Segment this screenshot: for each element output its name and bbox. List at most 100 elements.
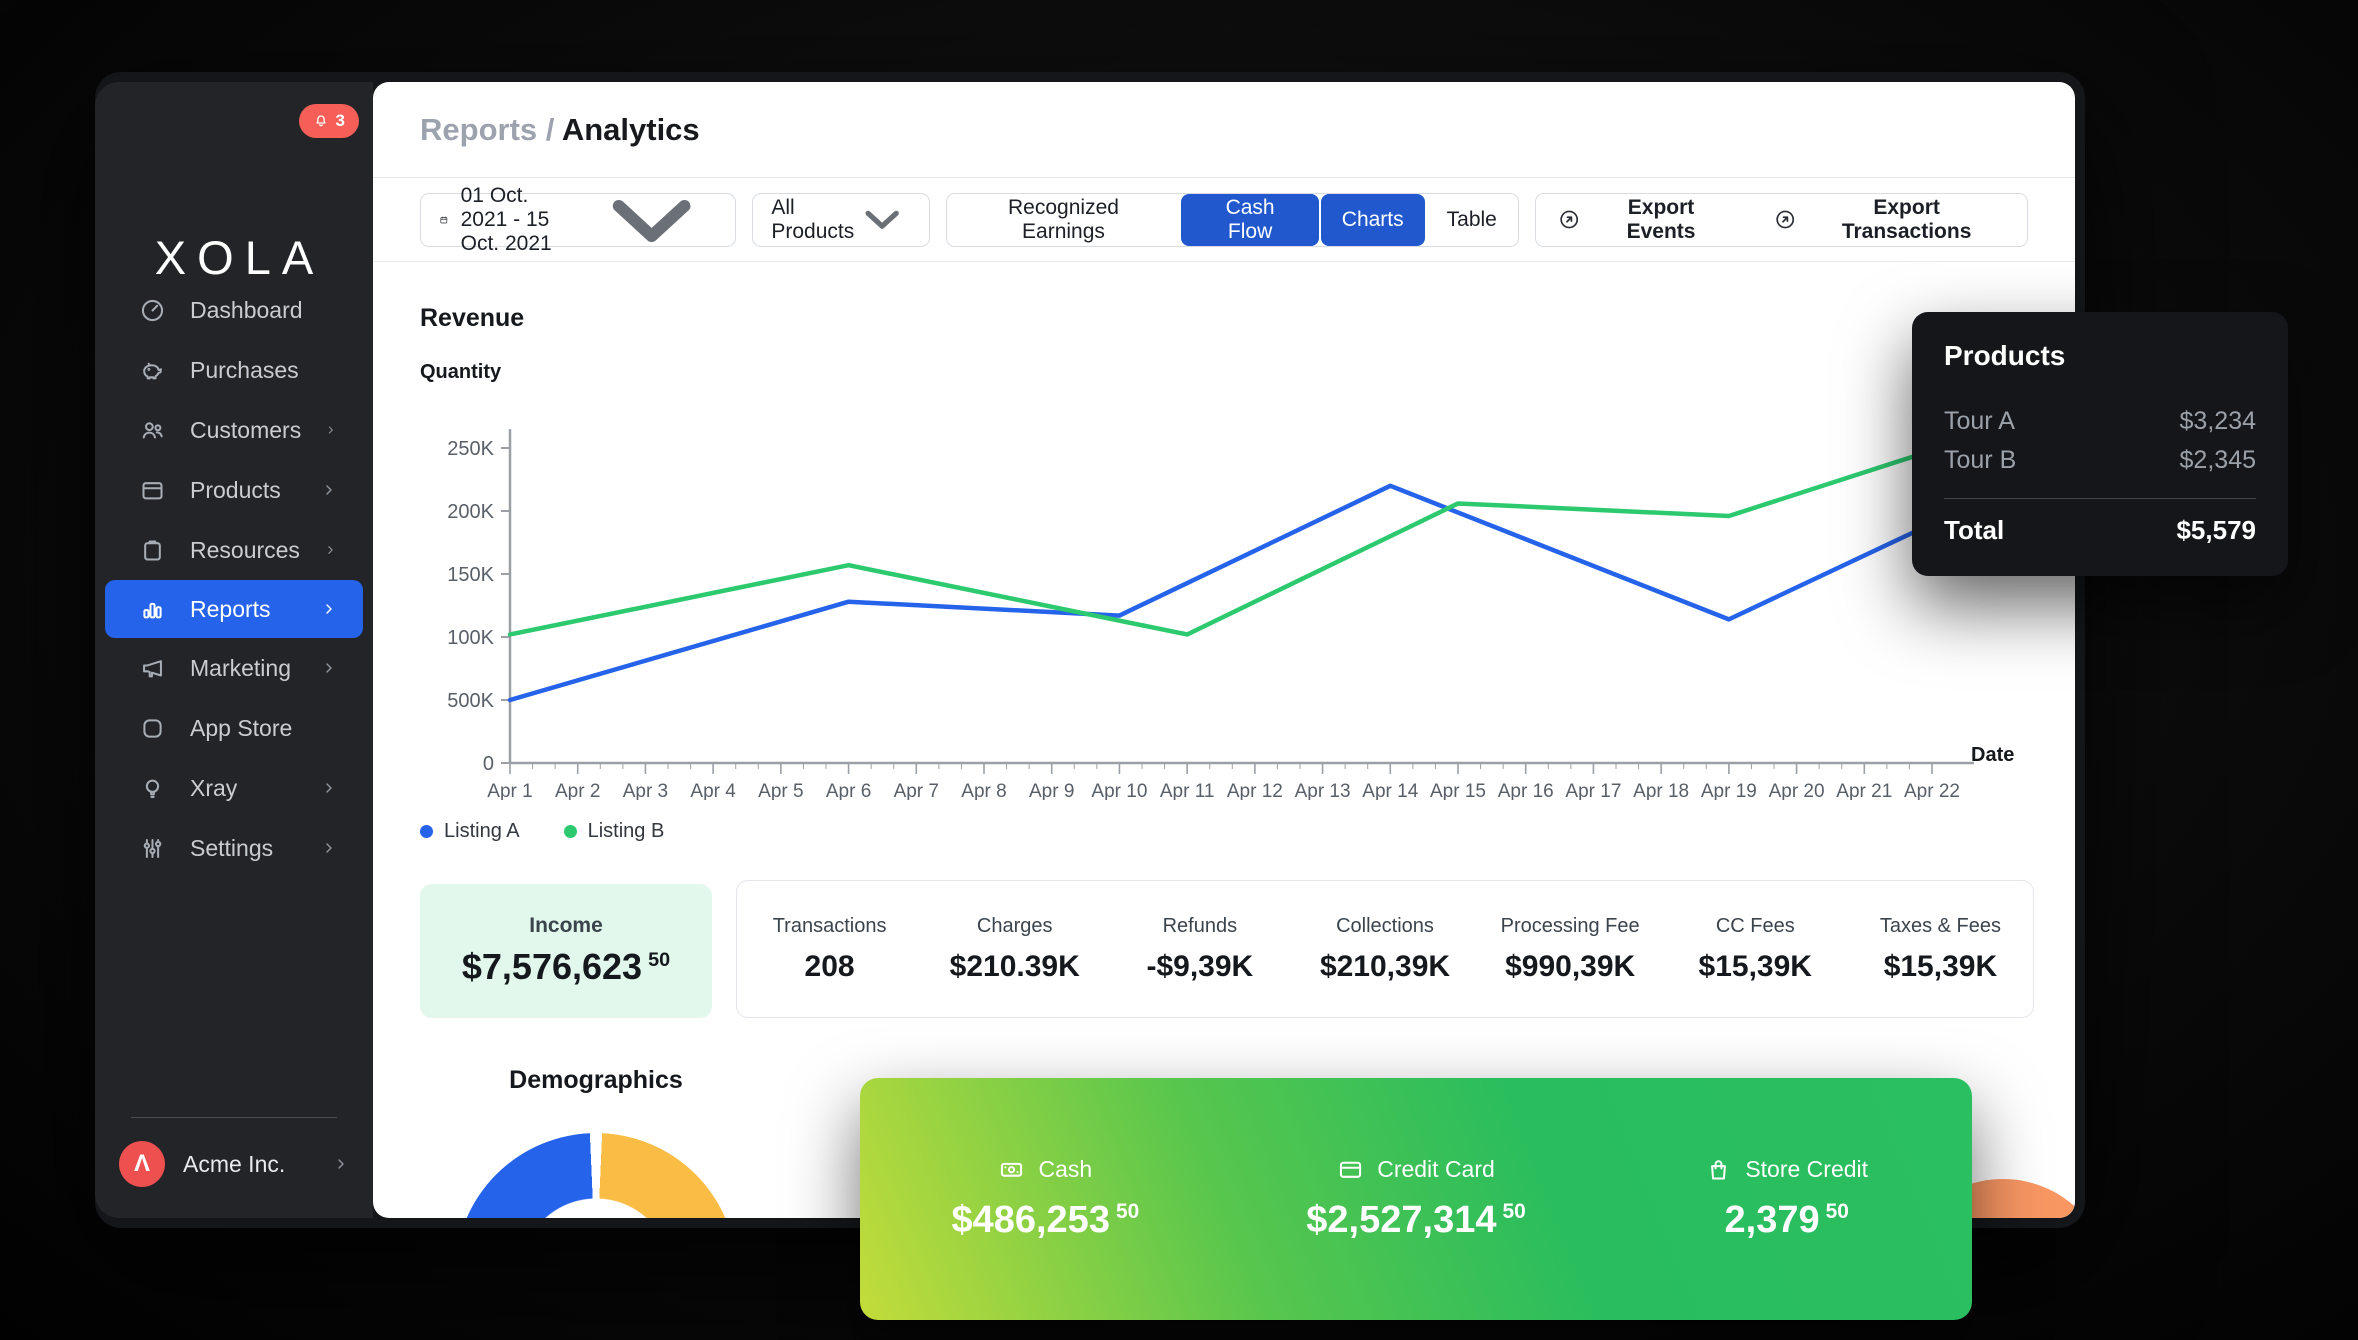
- legend-dot: [563, 825, 577, 838]
- tooltip-total-row: Total $5,579: [1944, 515, 2256, 546]
- breadcrumb-reports[interactable]: Reports /: [420, 112, 555, 147]
- svg-text:Apr 12: Apr 12: [1227, 781, 1283, 800]
- tooltip-title: Products: [1944, 340, 2066, 371]
- stats-summary-card: Transactions 208 Charges $210.39K Refunds -$9…: [736, 880, 2034, 1018]
- stat-collections: Collections $210,39K: [1292, 915, 1477, 984]
- export-icon: [1774, 208, 1796, 231]
- sidebar-item-products[interactable]: Products: [95, 460, 373, 520]
- sidebar-item-purchases[interactable]: Purchases: [95, 340, 373, 400]
- stat-value: $990,39K: [1505, 949, 1636, 983]
- tab-cash-flow[interactable]: Cash Flow: [1181, 193, 1319, 246]
- export-transactions-button[interactable]: Export Transactions: [1751, 193, 2027, 246]
- reports-icon: [139, 596, 166, 623]
- svg-text:Apr 7: Apr 7: [894, 781, 939, 800]
- org-name: Acme Inc.: [183, 1150, 286, 1177]
- stat-transactions: Transactions 208: [737, 915, 922, 984]
- page-header: Reports / Analytics: [373, 82, 2075, 178]
- income-value: $7,576,623 50: [461, 946, 671, 987]
- tab-charts[interactable]: Charts: [1320, 193, 1425, 246]
- tab-table[interactable]: Table: [1425, 193, 1518, 246]
- legend-dot: [420, 825, 433, 838]
- svg-text:Apr 15: Apr 15: [1430, 781, 1486, 800]
- marketing-icon: [139, 655, 166, 682]
- stat-label: Refunds: [1162, 914, 1238, 937]
- chevron-down-icon: [586, 154, 717, 285]
- tooltip-total-label: Total: [1944, 514, 2005, 545]
- stat-label: Processing Fee: [1500, 914, 1640, 937]
- svg-text:Apr 5: Apr 5: [758, 781, 803, 800]
- tooltip-row-label: Tour B: [1944, 445, 2017, 474]
- svg-text:Apr 2: Apr 2: [555, 781, 600, 800]
- product-filter-select[interactable]: All Products: [752, 192, 930, 247]
- legend-item-listing-a[interactable]: Listing A: [420, 820, 520, 843]
- dashboard-icon: [139, 297, 166, 324]
- payment-label-text: Credit Card: [1377, 1156, 1495, 1182]
- tooltip-total-value: $5,579: [2176, 514, 2256, 545]
- customers-icon: [139, 417, 166, 444]
- org-avatar: Λ: [119, 1141, 165, 1187]
- stat-charges: Charges $210.39K: [922, 915, 1107, 984]
- svg-text:Apr 3: Apr 3: [623, 781, 668, 800]
- notifications-badge[interactable]: 3: [298, 104, 359, 138]
- svg-text:Apr 18: Apr 18: [1633, 781, 1689, 800]
- svg-text:Apr 20: Apr 20: [1769, 781, 1825, 800]
- sidebar-item-marketing[interactable]: Marketing: [95, 638, 373, 698]
- view-tab-group: Recognized Earnings Cash Flow Charts Table: [945, 192, 1519, 247]
- demographics-title: Demographics: [509, 1066, 683, 1094]
- sidebar-item-reports[interactable]: Reports: [105, 580, 363, 638]
- sidebar-item-xray[interactable]: Xray: [95, 758, 373, 818]
- income-cents: 50: [648, 949, 671, 971]
- date-range-value: 01 Oct. 2021 - 15 Oct. 2021: [460, 183, 552, 255]
- sidebar-item-settings[interactable]: Settings: [95, 818, 373, 878]
- sidebar-item-resources[interactable]: Resources: [95, 520, 373, 580]
- sidebar-item-label: Marketing: [190, 654, 291, 681]
- sidebar-item-dashboard[interactable]: Dashboard: [95, 280, 373, 340]
- sidebar-item-app-store[interactable]: App Store: [95, 698, 373, 758]
- svg-text:Apr 22: Apr 22: [1904, 781, 1960, 800]
- svg-text:0: 0: [483, 753, 494, 775]
- legend-item-listing-b[interactable]: Listing B: [563, 820, 664, 843]
- stat-processing-fee: Processing Fee $990,39K: [1478, 915, 1663, 984]
- product-filter-value: All Products: [771, 195, 855, 243]
- tooltip-row-value: $3,234: [2179, 407, 2256, 435]
- products-tooltip: Products Tour A $3,234 Tour B $2,345 Total …: [1912, 312, 2288, 576]
- sidebar-divider: [131, 1117, 337, 1118]
- stat-taxes-fees: Taxes & Fees $15,39K: [1848, 915, 2033, 984]
- filter-bar: 01 Oct. 2021 - 15 Oct. 2021 All Products…: [373, 178, 2075, 262]
- sidebar-item-customers[interactable]: Customers: [95, 400, 373, 460]
- tooltip-row: Tour B $2,345: [1944, 441, 2256, 480]
- svg-text:Apr 8: Apr 8: [961, 781, 1006, 800]
- payment-label: Cash: [998, 1156, 1092, 1183]
- sidebar-item-label: App Store: [190, 714, 293, 741]
- export-events-button[interactable]: Export Events: [1535, 193, 1752, 246]
- tab-recognized-earnings[interactable]: Recognized Earnings: [946, 193, 1181, 246]
- payment-store-credit: Store Credit 2,379 50: [1601, 1156, 1972, 1242]
- svg-text:Apr 4: Apr 4: [690, 781, 736, 800]
- stat-label: Taxes & Fees: [1879, 914, 2001, 937]
- org-switcher[interactable]: Λ Acme Inc.: [119, 1136, 349, 1192]
- credit-card-icon: [1337, 1156, 1364, 1183]
- sidebar-item-label: Products: [190, 476, 281, 503]
- svg-text:Apr 13: Apr 13: [1295, 781, 1351, 800]
- export-icon: [1558, 208, 1580, 231]
- date-range-picker[interactable]: 01 Oct. 2021 - 15 Oct. 2021: [420, 184, 737, 255]
- purchases-icon: [139, 357, 166, 384]
- tooltip-row-label: Tour A: [1944, 407, 2015, 435]
- chevron-right-icon: [321, 601, 337, 617]
- xray-icon: [139, 775, 166, 802]
- tooltip-divider: [1944, 497, 2256, 499]
- chevron-right-icon: [325, 422, 337, 438]
- demographics-donut-chart: [455, 1133, 737, 1218]
- payment-credit-card: Credit Card $2,527,314 50: [1231, 1156, 1602, 1242]
- chart-legend: Listing A Listing B: [420, 820, 664, 843]
- main-content: Reports / Analytics 01 Oct. 2021 - 15 Oc…: [373, 82, 2075, 1218]
- payments-summary-card: Cash $486,253 50 Credit Card $2,527,314 50 Sto…: [860, 1078, 1972, 1320]
- chevron-right-icon: [321, 482, 337, 498]
- svg-text:Apr 14: Apr 14: [1362, 781, 1418, 800]
- income-label: Income: [529, 914, 603, 937]
- payment-value: 2,379 50: [1724, 1199, 1849, 1241]
- sidebar-item-label: Settings: [190, 834, 274, 861]
- svg-text:200K: 200K: [447, 501, 494, 523]
- chart-y-axis-label: Quantity: [420, 361, 502, 383]
